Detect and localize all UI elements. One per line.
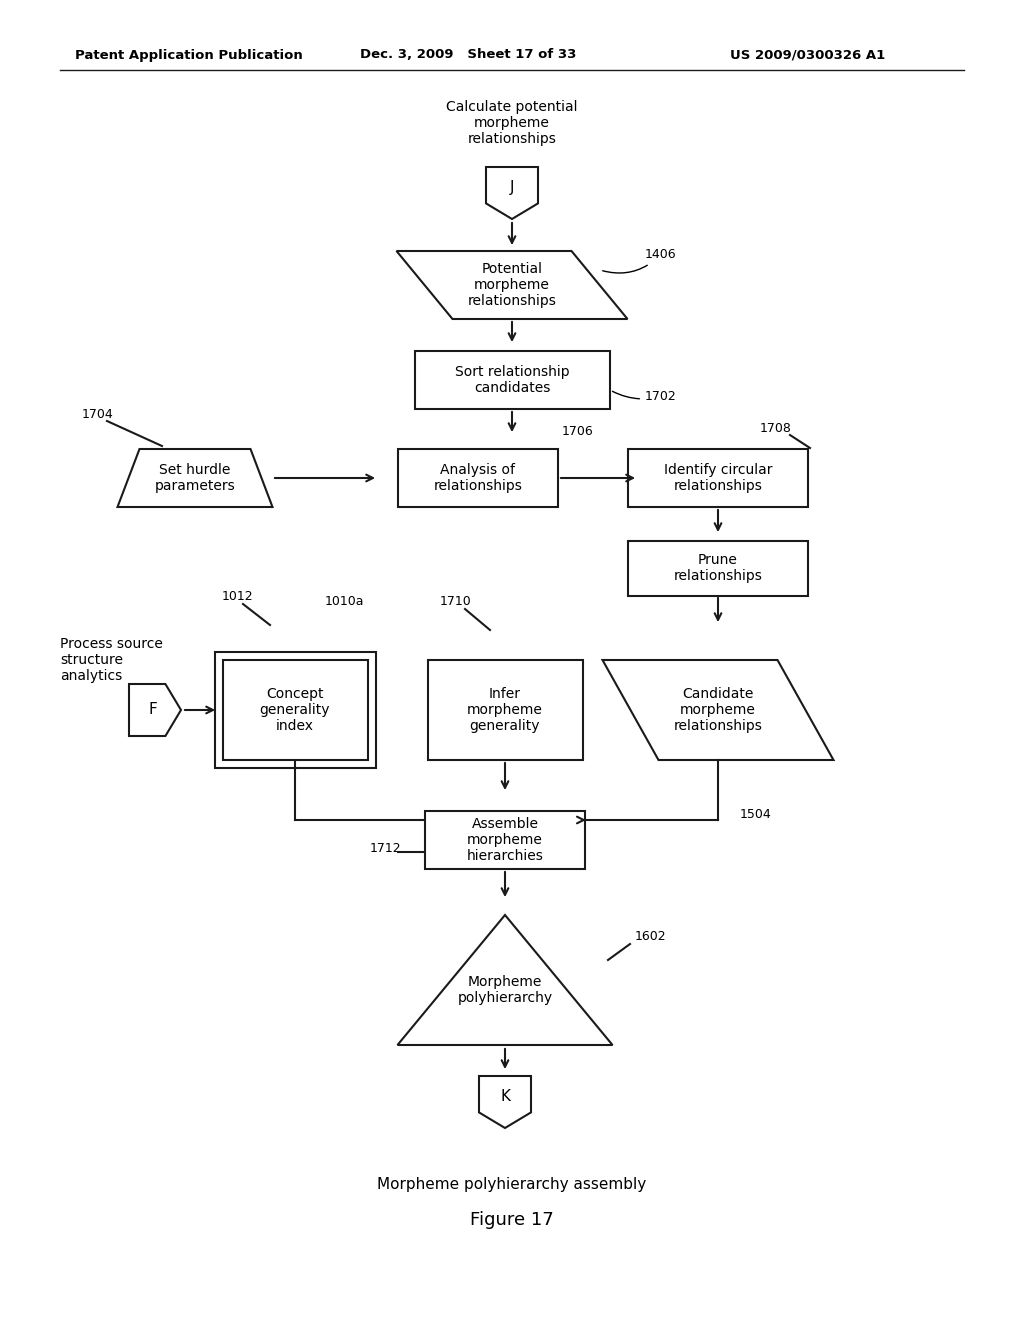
- Text: J: J: [510, 181, 514, 195]
- Text: 1704: 1704: [82, 408, 114, 421]
- Text: Morpheme
polyhierarchy: Morpheme polyhierarchy: [458, 975, 553, 1005]
- Bar: [628, 540, 808, 595]
- Text: Patent Application Publication: Patent Application Publication: [75, 49, 303, 62]
- Text: Analysis of
relationships: Analysis of relationships: [433, 463, 522, 494]
- Polygon shape: [486, 168, 538, 219]
- Polygon shape: [602, 660, 834, 760]
- Text: Figure 17: Figure 17: [470, 1210, 554, 1229]
- Text: Set hurdle
parameters: Set hurdle parameters: [155, 463, 236, 494]
- Text: Assemble
morpheme
hierarchies: Assemble morpheme hierarchies: [467, 817, 544, 863]
- Polygon shape: [479, 1076, 531, 1129]
- Bar: [415, 351, 609, 409]
- Text: Concept
generality
index: Concept generality index: [260, 686, 331, 733]
- Text: 1012: 1012: [222, 590, 254, 603]
- Text: 1712: 1712: [370, 842, 401, 855]
- Polygon shape: [129, 684, 181, 737]
- Text: 1406: 1406: [603, 248, 677, 273]
- Bar: [427, 660, 583, 760]
- Polygon shape: [396, 251, 628, 319]
- Bar: [398, 449, 558, 507]
- Text: Potential
morpheme
relationships: Potential morpheme relationships: [468, 261, 556, 308]
- Text: Calculate potential
morpheme
relationships: Calculate potential morpheme relationshi…: [446, 100, 578, 147]
- Text: 1708: 1708: [760, 422, 792, 436]
- Text: Candidate
morpheme
relationships: Candidate morpheme relationships: [674, 686, 763, 733]
- Text: F: F: [148, 702, 157, 718]
- Text: 1504: 1504: [740, 808, 772, 821]
- Text: Identify circular
relationships: Identify circular relationships: [664, 463, 772, 494]
- Text: 1710: 1710: [440, 595, 472, 609]
- Text: Infer
morpheme
generality: Infer morpheme generality: [467, 686, 543, 733]
- Polygon shape: [118, 449, 272, 507]
- Text: US 2009/0300326 A1: US 2009/0300326 A1: [730, 49, 886, 62]
- Text: 1706: 1706: [562, 425, 594, 438]
- Bar: [222, 660, 368, 760]
- Text: Prune
relationships: Prune relationships: [674, 553, 763, 583]
- Polygon shape: [397, 915, 612, 1045]
- Text: Process source
structure
analytics: Process source structure analytics: [60, 636, 163, 684]
- Bar: [628, 449, 808, 507]
- Text: Sort relationship
candidates: Sort relationship candidates: [455, 364, 569, 395]
- Text: Morpheme polyhierarchy assembly: Morpheme polyhierarchy assembly: [378, 1177, 646, 1192]
- Text: K: K: [500, 1089, 510, 1105]
- Bar: [214, 652, 376, 768]
- Text: 1702: 1702: [612, 389, 677, 403]
- Text: 1602: 1602: [635, 931, 667, 942]
- Bar: [425, 810, 585, 869]
- Text: 1010a: 1010a: [325, 595, 365, 609]
- Text: Dec. 3, 2009   Sheet 17 of 33: Dec. 3, 2009 Sheet 17 of 33: [360, 49, 577, 62]
